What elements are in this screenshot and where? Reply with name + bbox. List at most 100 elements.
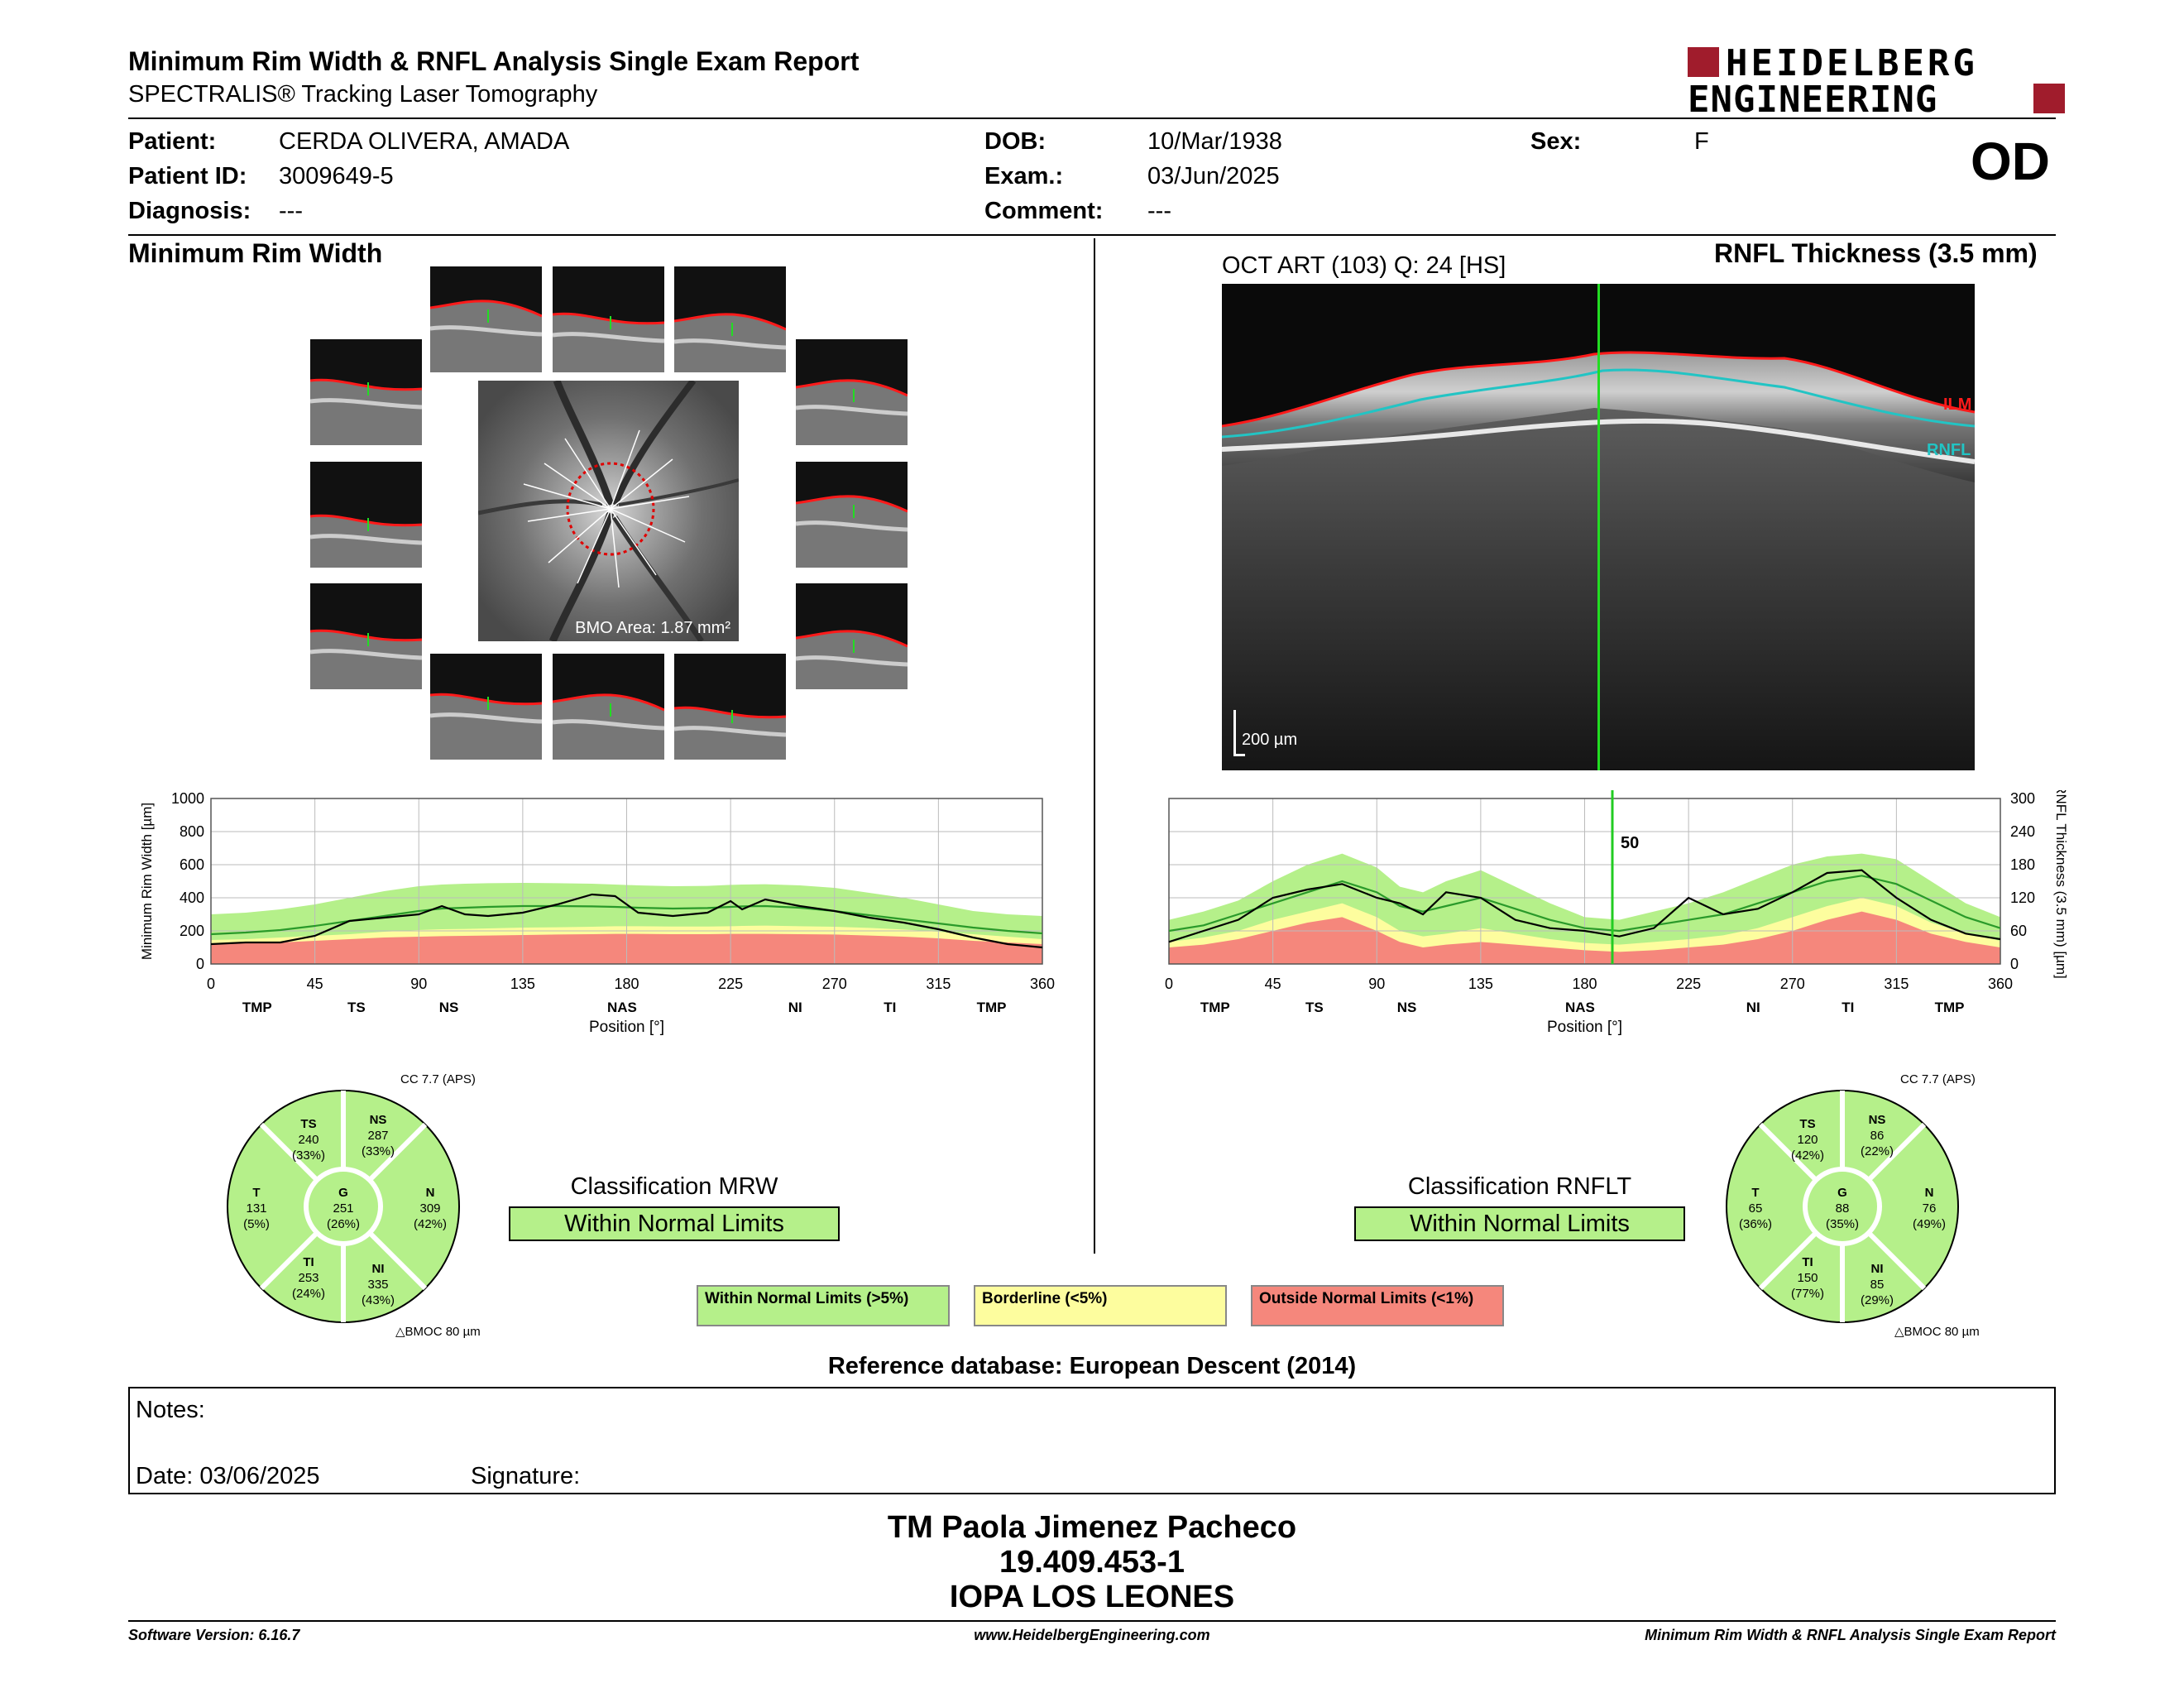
sector-pct-n: (42%): [414, 1217, 447, 1231]
y-tick-label: 240: [2010, 823, 2035, 840]
x-tick-label: 45: [307, 976, 323, 992]
sector-value-ni: 85: [1870, 1278, 1885, 1292]
sector-divider: [367, 1230, 428, 1291]
exam-label: Exam.:: [984, 163, 1064, 189]
y-tick-label: 0: [2010, 956, 2019, 972]
notes-box[interactable]: Notes: Date: 03/06/2025 Signature:: [128, 1387, 2056, 1494]
patient-line: [210, 893, 1043, 949]
mrw-scan-thumbnail[interactable]: [796, 583, 908, 689]
x-tick-label: 270: [1780, 976, 1805, 992]
x-tick-label: 360: [1030, 976, 1055, 992]
sector-divider: [259, 1230, 319, 1291]
mrw-scan-thumbnail[interactable]: [430, 654, 542, 760]
rnfl-sector-chart: TS 120 (42%) NS 86(22%) T65(36%) G88(35%) N76(4…: [1726, 1090, 1959, 1323]
rnfl-cc-label: CC 7.7 (APS): [1900, 1072, 1976, 1086]
mrw-scan-thumbnail[interactable]: [553, 654, 664, 760]
website-link[interactable]: www.HeidelbergEngineering.com: [974, 1627, 1210, 1643]
bscan-cursor[interactable]: [1597, 284, 1600, 770]
dob-label: DOB:: [984, 128, 1046, 155]
sector-name-ns: NS: [370, 1113, 387, 1127]
eye-label: OD: [1971, 132, 2050, 191]
sector-pct-ns: (33%): [362, 1144, 395, 1158]
scan-drawing: [674, 313, 786, 372]
sector-label: TI: [884, 1000, 896, 1015]
x-tick-label: 315: [1884, 976, 1909, 992]
report-title: Minimum Rim Width & RNFL Analysis Single…: [128, 46, 860, 76]
sex-value: F: [1694, 128, 1709, 155]
sector-pct-t: (5%): [243, 1217, 270, 1231]
legend-borderline: Borderline (<5%): [974, 1285, 1227, 1326]
mrw-scan-thumbnail[interactable]: [310, 339, 422, 445]
header-divider: [128, 117, 2056, 119]
mrw-cc-label: CC 7.7 (APS): [400, 1072, 476, 1086]
scan-drawing: [310, 629, 422, 689]
notes-label: Notes:: [136, 1397, 205, 1423]
scan-ilm-line: [310, 514, 422, 527]
sector-value-g: 88: [1836, 1201, 1850, 1216]
scale-bar-icon: [1233, 710, 1236, 755]
sector-name-ti: TI: [1802, 1255, 1813, 1269]
scan-band: [310, 649, 422, 660]
sector-name-n: N: [426, 1186, 435, 1200]
rnfl-classification-label: Classification RNFLT: [1407, 1173, 1632, 1200]
y-tick-label: 120: [2010, 890, 2035, 906]
scan-tissue: [310, 631, 422, 689]
scan-ilm-line: [796, 495, 908, 513]
scan-ilm-line: [310, 629, 422, 642]
sector-pct-ts: (42%): [1791, 1149, 1824, 1163]
scan-ilm-line: [553, 693, 664, 712]
x-tick-label: 135: [1468, 976, 1493, 992]
mrw-scan-thumbnail[interactable]: [796, 462, 908, 568]
scan-ilm-line: [430, 693, 542, 706]
x-tick-label: 225: [1676, 976, 1701, 992]
x-tick-label: 315: [926, 976, 951, 992]
sector-name-g: G: [1837, 1186, 1847, 1200]
y-tick-label: 1000: [171, 790, 204, 807]
scan-drawing: [430, 693, 542, 760]
sector-pct-ns: (22%): [1861, 1144, 1894, 1158]
sector-name-g: G: [338, 1186, 348, 1200]
scan-band: [430, 712, 542, 724]
scan-drawing: [553, 693, 664, 760]
mrw-scan-thumbnail[interactable]: [430, 266, 542, 372]
sector-label: TS: [1305, 1000, 1324, 1015]
mrw-classification-value: Within Normal Limits: [509, 1206, 840, 1241]
scan-band: [310, 534, 422, 545]
rnfl-bmoc-row: △BMOC 80 µm: [1894, 1324, 1980, 1339]
logo-block-bottom-icon: [2033, 84, 2065, 113]
patient-id-label: Patient ID:: [128, 163, 247, 189]
mrw-bmoc-row: △BMOC 80 µm: [395, 1324, 481, 1339]
mrw-scan-thumbnail[interactable]: [674, 654, 786, 760]
sector-name-t: T: [252, 1186, 260, 1200]
patient-label: Patient:: [128, 128, 217, 155]
comment-label: Comment:: [984, 198, 1104, 224]
y-tick-label: 200: [180, 923, 204, 939]
x-tick-label: 360: [1988, 976, 2013, 992]
mrw-scan-thumbnail[interactable]: [310, 462, 422, 568]
comment-value: ---: [1147, 198, 1171, 224]
sector-value-ni: 335: [367, 1278, 388, 1292]
scan-band: [796, 405, 908, 416]
mrw-scan-thumbnail[interactable]: [674, 266, 786, 372]
rnfl-classification-value: Within Normal Limits: [1354, 1206, 1685, 1241]
sector-name-ns: NS: [1869, 1113, 1886, 1127]
y-tick-label: 0: [196, 956, 204, 972]
scan-drawing: [674, 706, 786, 760]
scan-ilm-line: [310, 378, 422, 391]
mrw-scan-thumbnail[interactable]: [310, 583, 422, 689]
rnfl-section-title: RNFL Thickness (3.5 mm): [1714, 238, 2038, 268]
scan-drawing: [796, 379, 908, 445]
sector-label: TS: [347, 1000, 366, 1015]
scan-band: [430, 325, 542, 337]
mrw-scan-thumbnail[interactable]: [553, 266, 664, 372]
logo-block-top-icon: [1688, 47, 1719, 77]
footer-report-name: Minimum Rim Width & RNFL Analysis Single…: [1645, 1627, 2056, 1643]
sector-label: NI: [788, 1000, 802, 1015]
patient-line: [1168, 869, 2001, 943]
sector-value-n: 309: [419, 1201, 440, 1216]
sector-label: TMP: [1200, 1000, 1230, 1015]
scan-band: [553, 719, 664, 731]
y-tick-label: 300: [2010, 790, 2035, 807]
scan-ilm-line: [430, 300, 542, 318]
mrw-scan-thumbnail[interactable]: [796, 339, 908, 445]
